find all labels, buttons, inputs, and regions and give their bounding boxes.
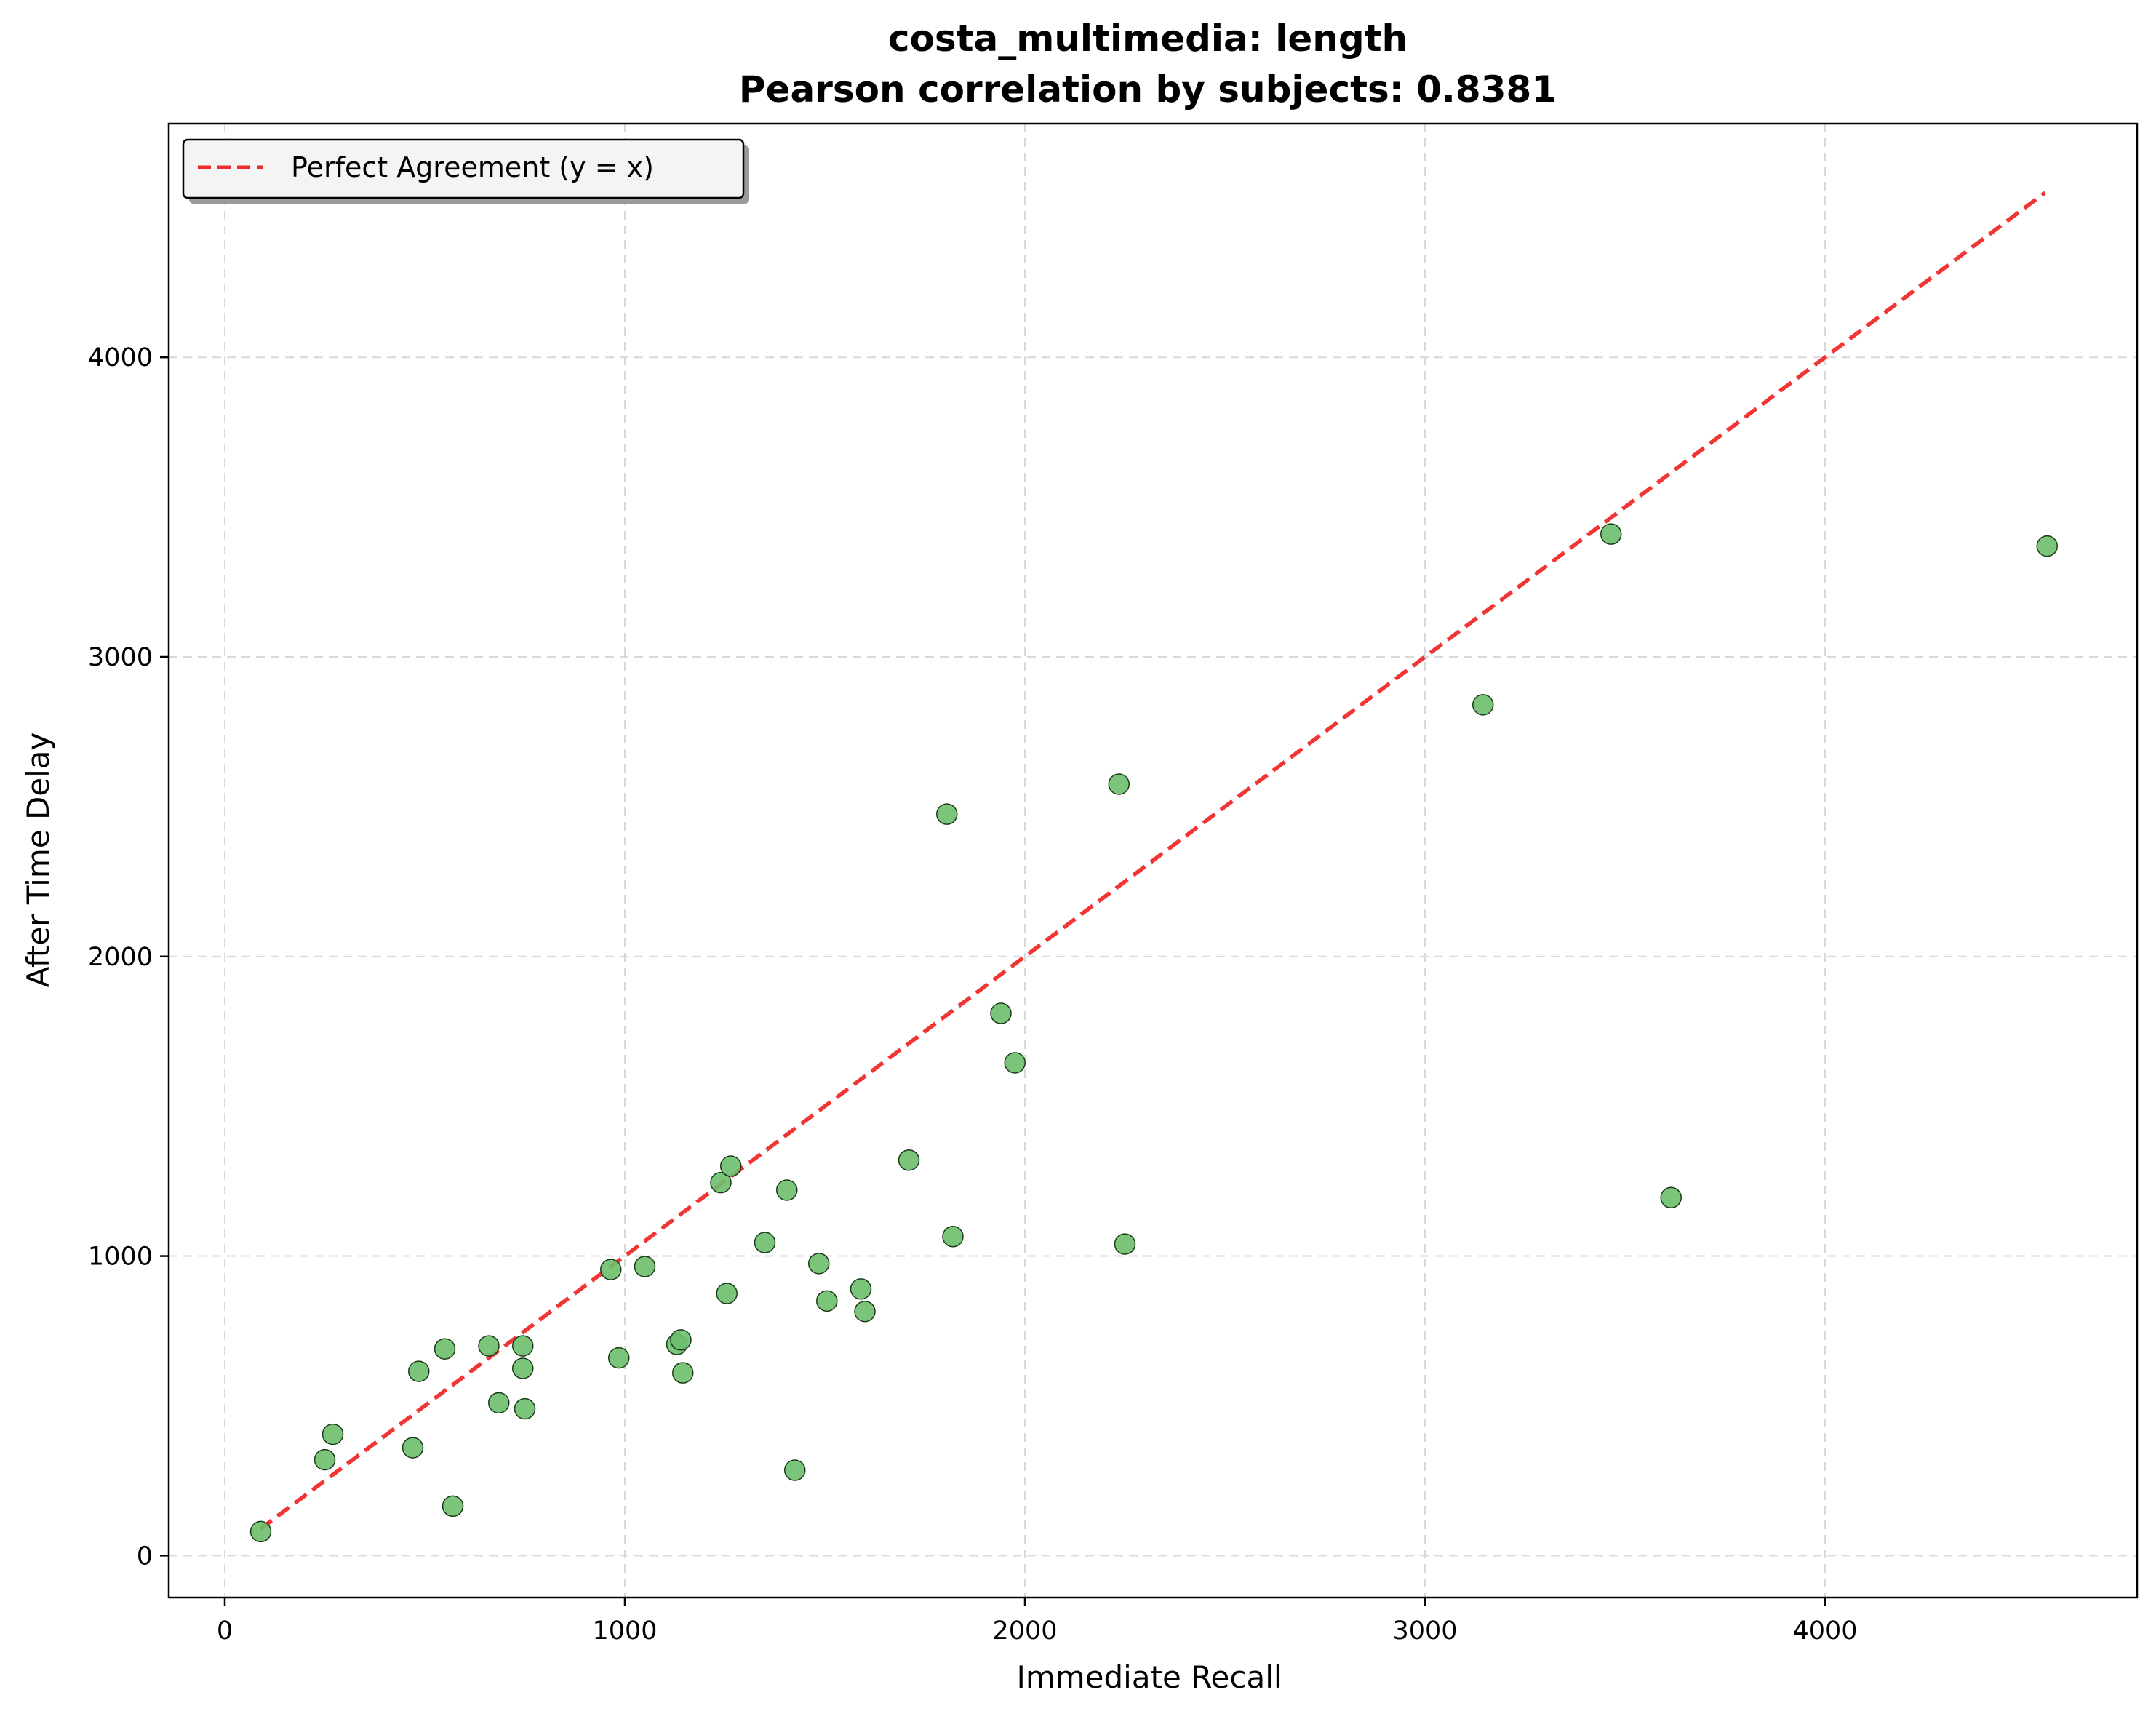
scatter-point — [776, 1179, 798, 1201]
y-tick-label: 1000 — [88, 1243, 153, 1272]
x-tick-label: 4000 — [1792, 1616, 1857, 1646]
scatter-point — [634, 1256, 656, 1277]
scatter-point — [1108, 773, 1130, 795]
scatter-point — [672, 1362, 694, 1384]
scatter-point — [754, 1232, 776, 1253]
scatter-point — [1472, 694, 1494, 716]
points-layer — [249, 523, 2058, 1543]
plot-frame — [167, 122, 2139, 1599]
scatter-point — [850, 1278, 872, 1300]
y-tick-label: 3000 — [88, 643, 153, 672]
scatter-point — [2036, 535, 2058, 557]
scatter-point — [478, 1335, 500, 1357]
scatter-point — [314, 1448, 336, 1471]
y-tick-label: 4000 — [88, 343, 153, 372]
x-tick-label: 2000 — [992, 1616, 1057, 1646]
reference-line — [258, 191, 2047, 1531]
scatter-point — [512, 1357, 534, 1379]
scatter-point — [1600, 523, 1622, 545]
legend-box — [182, 138, 745, 199]
scatter-point — [322, 1423, 344, 1445]
x-tick-label: 0 — [217, 1616, 233, 1646]
x-ticks: 0 1000 2000 3000 4000 — [217, 1598, 1858, 1646]
y-tick-label: 0 — [137, 1541, 153, 1571]
x-tick-label: 3000 — [1392, 1616, 1457, 1646]
scatter-point — [488, 1392, 510, 1414]
scatter-point — [402, 1437, 424, 1459]
scatter-point — [720, 1155, 742, 1177]
scatter-point — [854, 1300, 876, 1323]
scatter-point — [442, 1495, 464, 1517]
scatter-point — [514, 1397, 536, 1420]
legend: Perfect Agreement (y = x) — [182, 138, 749, 204]
reference-line-layer — [258, 191, 2047, 1531]
legend-label: Perfect Agreement (y = x) — [291, 151, 654, 183]
scatter-point — [249, 1520, 272, 1543]
scatter-point — [808, 1253, 830, 1275]
scatter-point — [936, 803, 958, 825]
x-axis-label: Immediate Recall — [1016, 1659, 1282, 1695]
scatter-point — [898, 1149, 920, 1171]
scatter-point — [608, 1347, 630, 1369]
scatter-point — [408, 1360, 430, 1382]
chart-subtitle: Pearson correlation by subjects: 0.8381 — [739, 68, 1557, 111]
scatter-point — [784, 1459, 806, 1481]
x-tick-label: 1000 — [592, 1616, 657, 1646]
scatter-point — [1660, 1186, 1682, 1209]
scatter-point — [716, 1283, 738, 1304]
scatter-point — [942, 1226, 964, 1248]
scatter-point — [434, 1338, 456, 1360]
y-tick-label: 2000 — [88, 943, 153, 972]
chart-title: costa_multimedia: length — [888, 17, 1408, 60]
scatter-point — [990, 1002, 1012, 1024]
scatter-point — [1004, 1052, 1026, 1074]
scatter-point — [816, 1290, 838, 1312]
scatter-point — [670, 1329, 692, 1351]
scatter-point — [600, 1259, 622, 1280]
y-axis-label: After Time Delay — [20, 733, 56, 988]
y-ticks: 0 1000 2000 3000 4000 — [88, 343, 169, 1571]
scatter-point — [1114, 1233, 1136, 1255]
scatter-point — [710, 1171, 732, 1194]
scatter-point — [512, 1335, 534, 1357]
